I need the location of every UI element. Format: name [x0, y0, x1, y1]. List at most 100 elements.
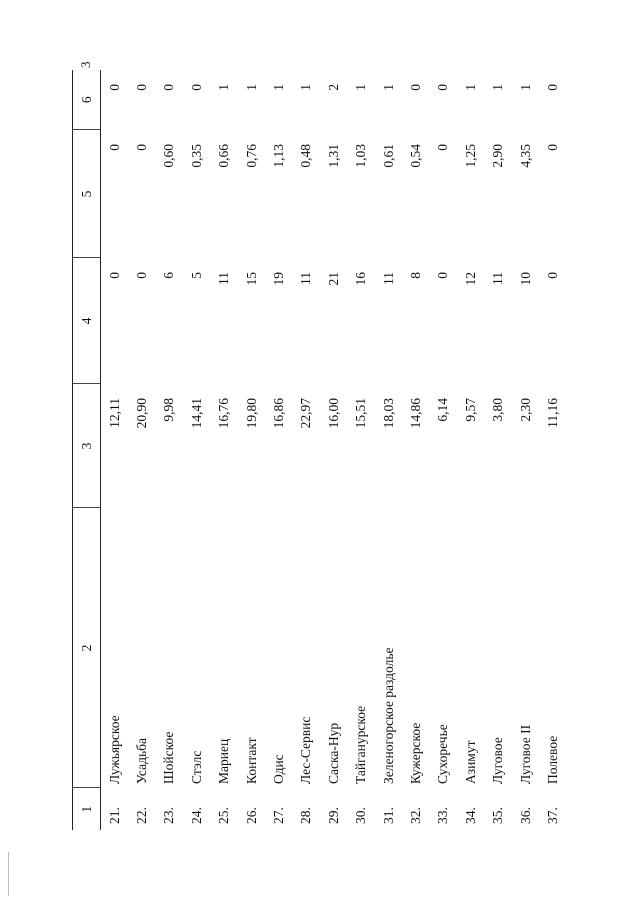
row-number: 22. [134, 807, 150, 824]
row-number: 35. [490, 807, 506, 824]
row-number: 23. [161, 807, 177, 824]
table-row: 31. Зеленогорское раздолье 18,03 11 0,61 1 [375, 70, 402, 830]
value-cell-3: 9,98 [161, 398, 177, 422]
value-cell-4: 16 [353, 272, 369, 286]
table-row: 26. Контакт 19,80 15 0,76 1 [238, 70, 265, 830]
column-header-3: 3 [72, 384, 101, 508]
value-cell-5: 1,13 [271, 144, 287, 168]
value-cell-5: 0,66 [216, 144, 232, 168]
name-cell: Лес-Сервис [298, 716, 314, 784]
value-cell-6: 0 [435, 84, 451, 91]
name-cell: Тайганурское [353, 705, 369, 784]
value-cell-6: 0 [134, 84, 150, 91]
name-cell: Полевое [544, 735, 560, 784]
table-row: 24. Стэлс 14,41 5 0,35 0 [183, 70, 210, 830]
value-cell-4: 11 [298, 272, 314, 285]
row-number: 31. [380, 807, 396, 824]
value-cell-3: 2,30 [517, 398, 533, 422]
value-cell-6: 2 [325, 84, 341, 91]
name-cell: Контакт [243, 737, 259, 784]
name-cell: Сухоречье [435, 724, 451, 784]
name-cell: Шойское [161, 731, 177, 784]
table-row: 36. Луговое II 2,30 10 4,35 1 [512, 70, 539, 830]
value-cell-6: 1 [490, 84, 506, 91]
row-number: 24. [188, 807, 204, 824]
table-row: 37. Полевое 11,16 0 0 0 [539, 70, 566, 830]
column-header-5: 5 [72, 130, 101, 258]
row-number: 28. [298, 807, 314, 824]
value-cell-3: 18,03 [380, 398, 396, 429]
value-cell-3: 11,16 [544, 398, 560, 428]
table-row: 23. Шойское 9,98 6 0,60 0 [156, 70, 183, 830]
value-cell-3: 15,51 [353, 398, 369, 429]
value-cell-3: 22,97 [298, 398, 314, 429]
value-cell-5: 1,31 [325, 144, 341, 168]
row-number: 34. [462, 807, 478, 824]
value-cell-5: 0,54 [407, 144, 423, 168]
value-cell-4: 19 [271, 272, 287, 286]
table-row: 30. Тайганурское 15,51 16 1,03 1 [348, 70, 375, 830]
value-cell-4: 0 [134, 272, 150, 279]
value-cell-6: 0 [106, 84, 122, 91]
value-cell-4: 5 [188, 272, 204, 279]
name-cell: Мариец [216, 738, 232, 784]
value-cell-3: 6,14 [435, 398, 451, 422]
value-cell-3: 16,76 [216, 398, 232, 429]
value-cell-3: 14,86 [407, 398, 423, 429]
name-cell: Азимут [462, 740, 478, 785]
value-cell-6: 1 [517, 84, 533, 91]
value-cell-5: 0 [435, 144, 451, 151]
value-cell-5: 0,61 [380, 144, 396, 168]
page-number: 3 [78, 61, 93, 69]
column-header-4: 4 [72, 258, 101, 384]
name-cell: Луговое II [517, 724, 533, 784]
value-cell-4: 21 [325, 272, 341, 286]
column-header-1: 1 [72, 788, 101, 830]
row-number: 30. [353, 807, 369, 824]
name-cell: Усадьба [134, 738, 150, 784]
value-cell-6: 1 [271, 84, 287, 91]
row-number: 36. [517, 807, 533, 824]
value-cell-4: 15 [243, 272, 259, 286]
name-cell: Стэлс [188, 750, 204, 784]
table-row: 22. Усадьба 20,90 0 0 0 [128, 70, 155, 830]
value-cell-5: 0,76 [243, 144, 259, 168]
table-row: 35. Луговое 3,80 11 2,90 1 [484, 70, 511, 830]
name-cell: Зеленогорское раздолье [380, 647, 396, 784]
row-number: 26. [243, 807, 259, 824]
column-header-6: 6 [72, 70, 101, 130]
value-cell-6: 1 [216, 84, 232, 91]
value-cell-6: 1 [353, 84, 369, 91]
name-cell: Луговое [490, 737, 506, 784]
value-cell-3: 19,80 [243, 398, 259, 429]
row-number: 33. [435, 807, 451, 824]
value-cell-4: 10 [517, 272, 533, 286]
value-cell-4: 11 [216, 272, 232, 285]
value-cell-3: 20,90 [134, 398, 150, 429]
table-row: 25. Мариец 16,76 11 0,66 1 [211, 70, 238, 830]
value-cell-5: 2,90 [490, 144, 506, 168]
value-cell-4: 0 [544, 272, 560, 279]
value-cell-6: 1 [462, 84, 478, 91]
table-row: 33. Сухоречье 6,14 0 0 0 [430, 70, 457, 830]
row-number: 32. [407, 807, 423, 824]
table-row: 32. Кужерское 14,86 8 0,54 0 [402, 70, 429, 830]
row-number: 27. [271, 807, 287, 824]
margin-rule [8, 852, 9, 896]
value-cell-6: 0 [161, 84, 177, 91]
value-cell-6: 0 [188, 84, 204, 91]
value-cell-3: 12,11 [106, 398, 122, 428]
value-cell-4: 11 [490, 272, 506, 285]
value-cell-5: 0 [134, 144, 150, 151]
value-cell-4: 11 [380, 272, 396, 285]
table-row: 28. Лес-Сервис 22,97 11 0,48 1 [293, 70, 320, 830]
value-cell-5: 1,03 [353, 144, 369, 168]
value-cell-3: 16,00 [325, 398, 341, 429]
value-cell-4: 8 [407, 272, 423, 279]
value-cell-4: 12 [462, 272, 478, 286]
